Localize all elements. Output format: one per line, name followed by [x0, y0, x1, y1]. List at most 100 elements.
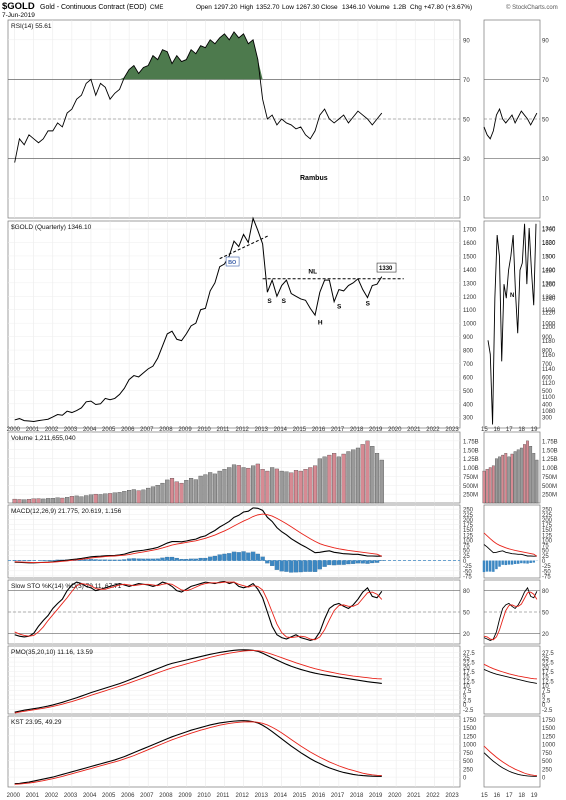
macd-small-histogram-bar [504, 560, 508, 566]
x-tick-label: 2012 [236, 793, 250, 799]
volume-ytick-label: 750M [463, 475, 478, 481]
rsi-line [14, 31, 383, 163]
volume-value: 1.2B [393, 4, 406, 11]
macd-small-histogram-bar [501, 560, 504, 565]
rsi-small-ytick-label: 30 [542, 157, 549, 163]
volume-bar [317, 458, 322, 504]
price-ytick-label: 1400 [463, 268, 477, 274]
stochastic-small-ytick-label: 50 [542, 611, 549, 617]
price-callout-label: 1330 [379, 266, 393, 272]
macd-ytick-label: 225 [463, 513, 474, 519]
pmo-small-ytick-label: 22.5 [542, 661, 554, 667]
x-tick-label: 2013 [255, 793, 269, 799]
volume-bar [241, 467, 246, 504]
pmo-small-ytick-label: 15 [542, 675, 549, 681]
volume-bar [79, 496, 84, 504]
macd-histogram-bar [212, 555, 218, 561]
price-callout-box [376, 262, 397, 273]
x-tick-label: 2016 [312, 427, 326, 433]
volume-small-ytick-label: 750M [542, 475, 557, 481]
open-label: Open [196, 4, 212, 11]
volume-bar [50, 498, 55, 504]
volume-small-bar [513, 451, 517, 504]
price-ytick-label: 400 [463, 402, 474, 408]
price-ytick-label: 1700 [463, 228, 477, 234]
volume-bar [260, 469, 265, 504]
stochastic-small-line-1 [483, 591, 538, 641]
macd-histogram-bar [360, 560, 365, 564]
price-small-ytick-label: 1080 [542, 409, 556, 415]
x-tick-label: 2014 [274, 427, 288, 433]
kst-small-ytick-label: 0 [542, 776, 546, 782]
volume-bar [12, 498, 17, 504]
x-axis: 2000 2001 2002 2003 2004 2005 2006 2007 2008 2009… [7, 427, 538, 799]
volume-small-ytick-label: 1.50B [542, 448, 558, 454]
price-small-frame [483, 220, 541, 429]
pmo-small-ytick-label: 12.5 [542, 679, 554, 685]
x-tick-label: 2015 [293, 427, 307, 433]
volume-bar [150, 486, 156, 504]
pmo-small-frame [483, 645, 541, 715]
low-value: 1267.30 [296, 4, 320, 11]
pattern-label: S [366, 301, 371, 308]
price-ytick-label: 800 [463, 349, 474, 355]
small-x-tick-label: 19 [531, 427, 538, 433]
macd-histogram-bar [279, 560, 284, 572]
volume-bar [93, 493, 98, 504]
volume-bar [208, 472, 213, 504]
price-ytick-label: 700 [463, 362, 474, 368]
macd-line-0 [14, 507, 382, 564]
kst-ytick-label: 1250 [463, 734, 477, 740]
volume-ytick-label: 1.75B [463, 439, 479, 445]
volume-bar [127, 490, 132, 504]
price-legend: $GOLD (Quarterly) 1346.10 [11, 224, 92, 231]
price-small-ytick-label: 1200 [542, 295, 556, 301]
macd-histogram-bar [250, 551, 256, 561]
x-tick-label: 2020 [388, 793, 402, 799]
volume-small-bar [510, 453, 514, 504]
volume-small-bar [523, 444, 526, 504]
small-x-tick-label: 19 [531, 793, 538, 799]
x-tick-label: 2022 [426, 793, 440, 799]
small-x-tick-label: 16 [493, 427, 500, 433]
macd-small-ytick-label: -50 [542, 569, 551, 575]
volume-bar [193, 479, 198, 504]
pmo-small-line-0 [483, 669, 537, 684]
kst-small-ytick-label: 1500 [542, 726, 556, 732]
volume-small-ytick-label: 1.00B [542, 466, 558, 472]
volume-bar [308, 467, 313, 504]
volume-bar [112, 492, 117, 504]
macd-small-histogram-bar [532, 560, 536, 563]
macd-histogram-bar [332, 560, 337, 566]
x-tick-label: 2022 [426, 427, 440, 433]
macd-ytick-label: -50 [463, 569, 472, 575]
macd-ytick-label: 125 [463, 533, 474, 539]
pmo-ytick-label: 0 [463, 703, 467, 709]
volume-ytick-label: 500M [463, 484, 478, 490]
price-small-ytick-label: 600 [542, 375, 553, 381]
volume-bar [231, 464, 237, 504]
pattern-label: S [337, 303, 342, 310]
macd-histogram-bar [365, 560, 370, 564]
macd-small-ytick-label: 250 [542, 508, 553, 514]
volume-small-bar [482, 470, 486, 504]
volume-small-ytick-label: 1.25B [542, 457, 558, 463]
volume-bar [203, 474, 208, 504]
volume-ytick-label: 250M [463, 493, 478, 499]
x-tick-label: 2021 [407, 427, 421, 433]
volume-bar [131, 489, 136, 504]
x-tick-label: 2002 [45, 427, 59, 433]
x-tick-label: 2012 [236, 427, 250, 433]
macd-small-histogram-bar [488, 560, 492, 572]
price-small-ytick-label: 800 [542, 349, 553, 355]
macd-small-line-0 [483, 544, 537, 557]
volume-bar [255, 463, 260, 504]
macd-histogram-bar [179, 558, 184, 561]
volume-bar [346, 451, 351, 504]
macd-histogram-bar [274, 560, 280, 570]
macd-small-ytick-label: 200 [542, 518, 553, 524]
price-small-ytick-label: 1200 [542, 325, 556, 331]
open-value: 1297.20 [214, 4, 238, 11]
kst-line-0 [14, 720, 382, 785]
breakout-trendline [219, 235, 269, 260]
